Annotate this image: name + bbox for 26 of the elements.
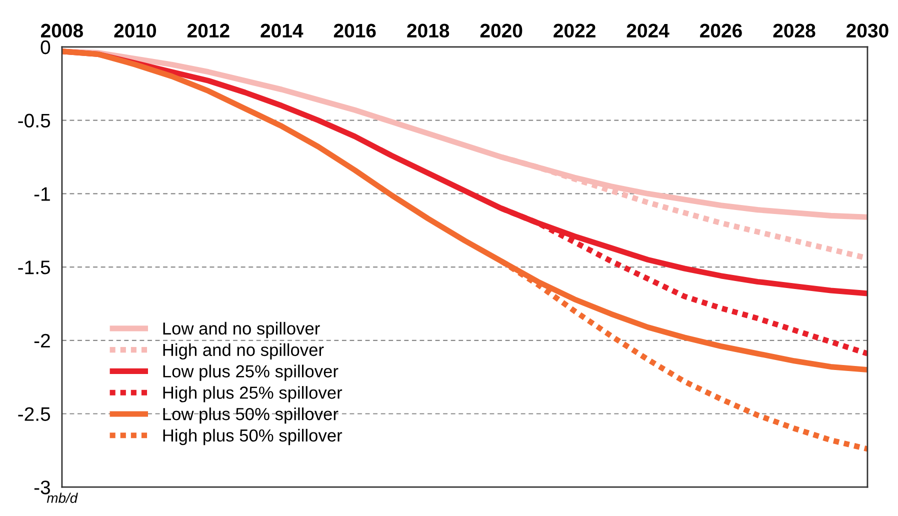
- x-tick-label: 2014: [260, 24, 304, 38]
- text: mb/d: [46, 492, 78, 503]
- legend-label: Low plus 50% spillover: [163, 407, 338, 424]
- x-tick-label: 2012: [187, 24, 230, 38]
- legend-label: Low and no spillover: [163, 322, 320, 338]
- x-tick-label: 2018: [407, 24, 450, 38]
- x-tick-label: 2022: [554, 24, 596, 38]
- y-tick-label: -1.5: [18, 260, 50, 274]
- x-tick-label: 2024: [626, 24, 670, 38]
- y-tick-label: -1: [34, 187, 50, 201]
- y-tick-label: -2: [34, 334, 50, 348]
- y-tick-label: -3: [34, 480, 50, 494]
- x-tick-label: 2008: [41, 24, 83, 38]
- legend-label: High plus 50% spillover: [163, 428, 342, 446]
- x-tick-label: 2028: [773, 24, 816, 38]
- x-tick-label: 2020: [480, 24, 522, 38]
- y-tick-label: -2.5: [18, 407, 50, 421]
- y-tick-label: 0: [40, 40, 50, 54]
- legend-label: High and no spillover: [163, 343, 324, 360]
- x-tick-label: 2030: [846, 24, 888, 38]
- y-tick-label: -0.5: [18, 114, 50, 128]
- x-tick-label: 2010: [114, 24, 156, 38]
- x-tick-label: 2026: [700, 24, 742, 38]
- legend-label: Low plus 25% spillover: [163, 364, 338, 381]
- x-tick-label: 2016: [334, 24, 376, 38]
- legend-label: High plus 25% spillover: [163, 386, 342, 402]
